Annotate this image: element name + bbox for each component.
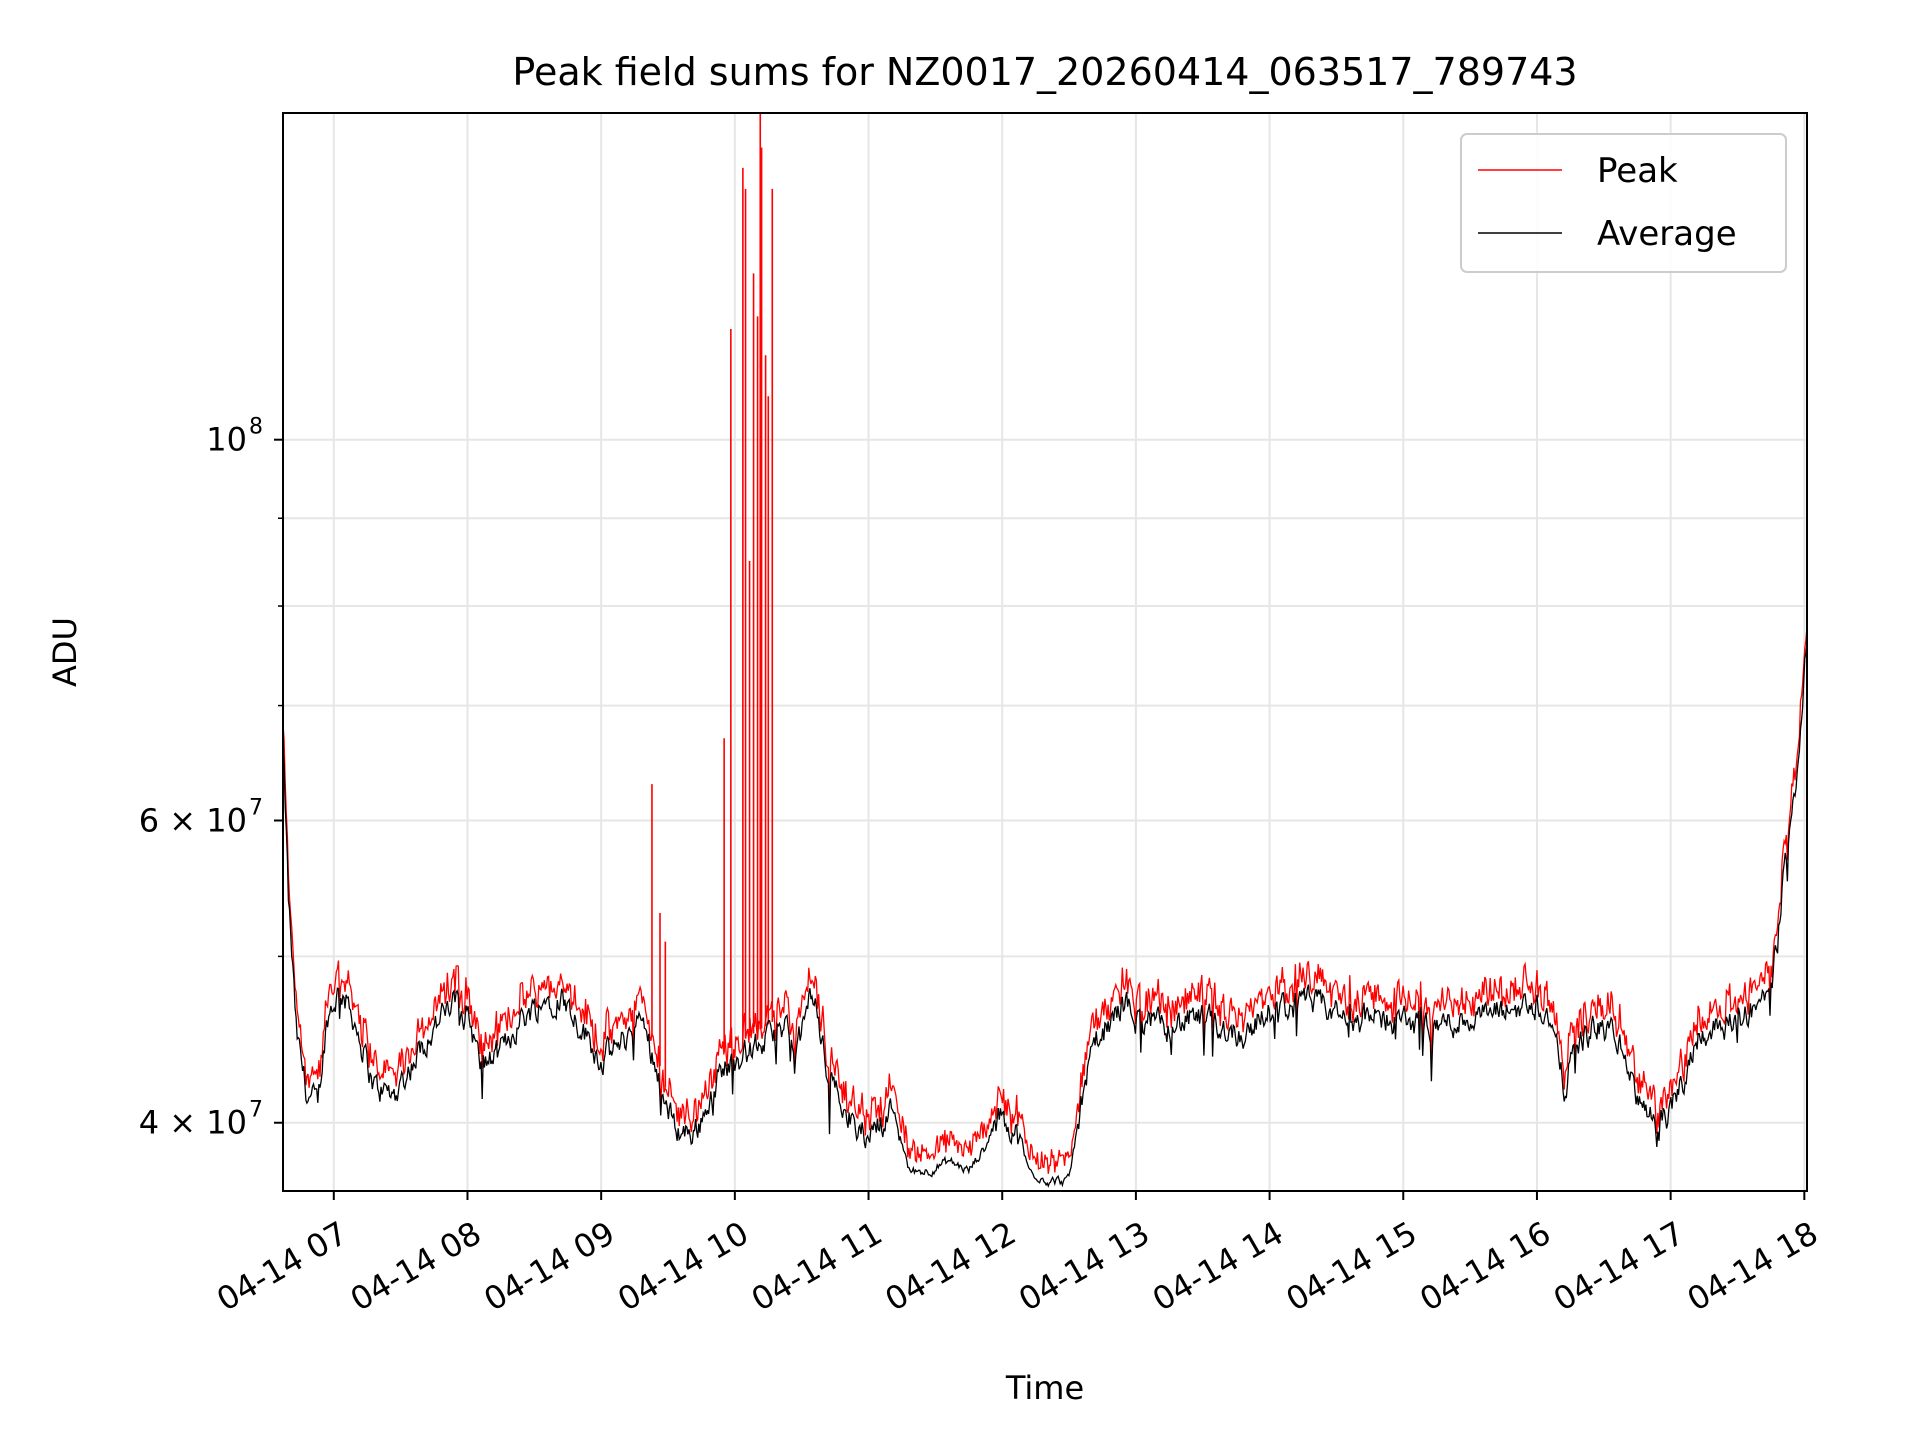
y-tick-label: 6 × 10 (139, 801, 247, 839)
y-tick-exponent: 7 (249, 795, 263, 820)
grid (283, 113, 1807, 1191)
y-tick-exponent: 8 (249, 415, 263, 440)
plot-frame (282, 112, 1808, 1192)
x-axis-label: Time (1005, 1369, 1084, 1407)
legend-box (1460, 133, 1787, 273)
average-series-line (282, 642, 1808, 1188)
legend-average-label: Average (1597, 214, 1737, 254)
y-tick-label: 4 × 10 (139, 1104, 247, 1142)
legend-peak-label: Peak (1597, 151, 1678, 191)
plot-area (282, 113, 1808, 1188)
peak-series-line (282, 627, 1808, 1174)
y-tick-label: 10 (206, 421, 247, 459)
chart-title: Peak field sums for NZ0017_20260414_0635… (512, 50, 1577, 94)
y-tick-exponent: 7 (249, 1098, 263, 1123)
legend: Peak Average (1460, 133, 1787, 273)
y-axis-label: ADU (46, 617, 84, 687)
